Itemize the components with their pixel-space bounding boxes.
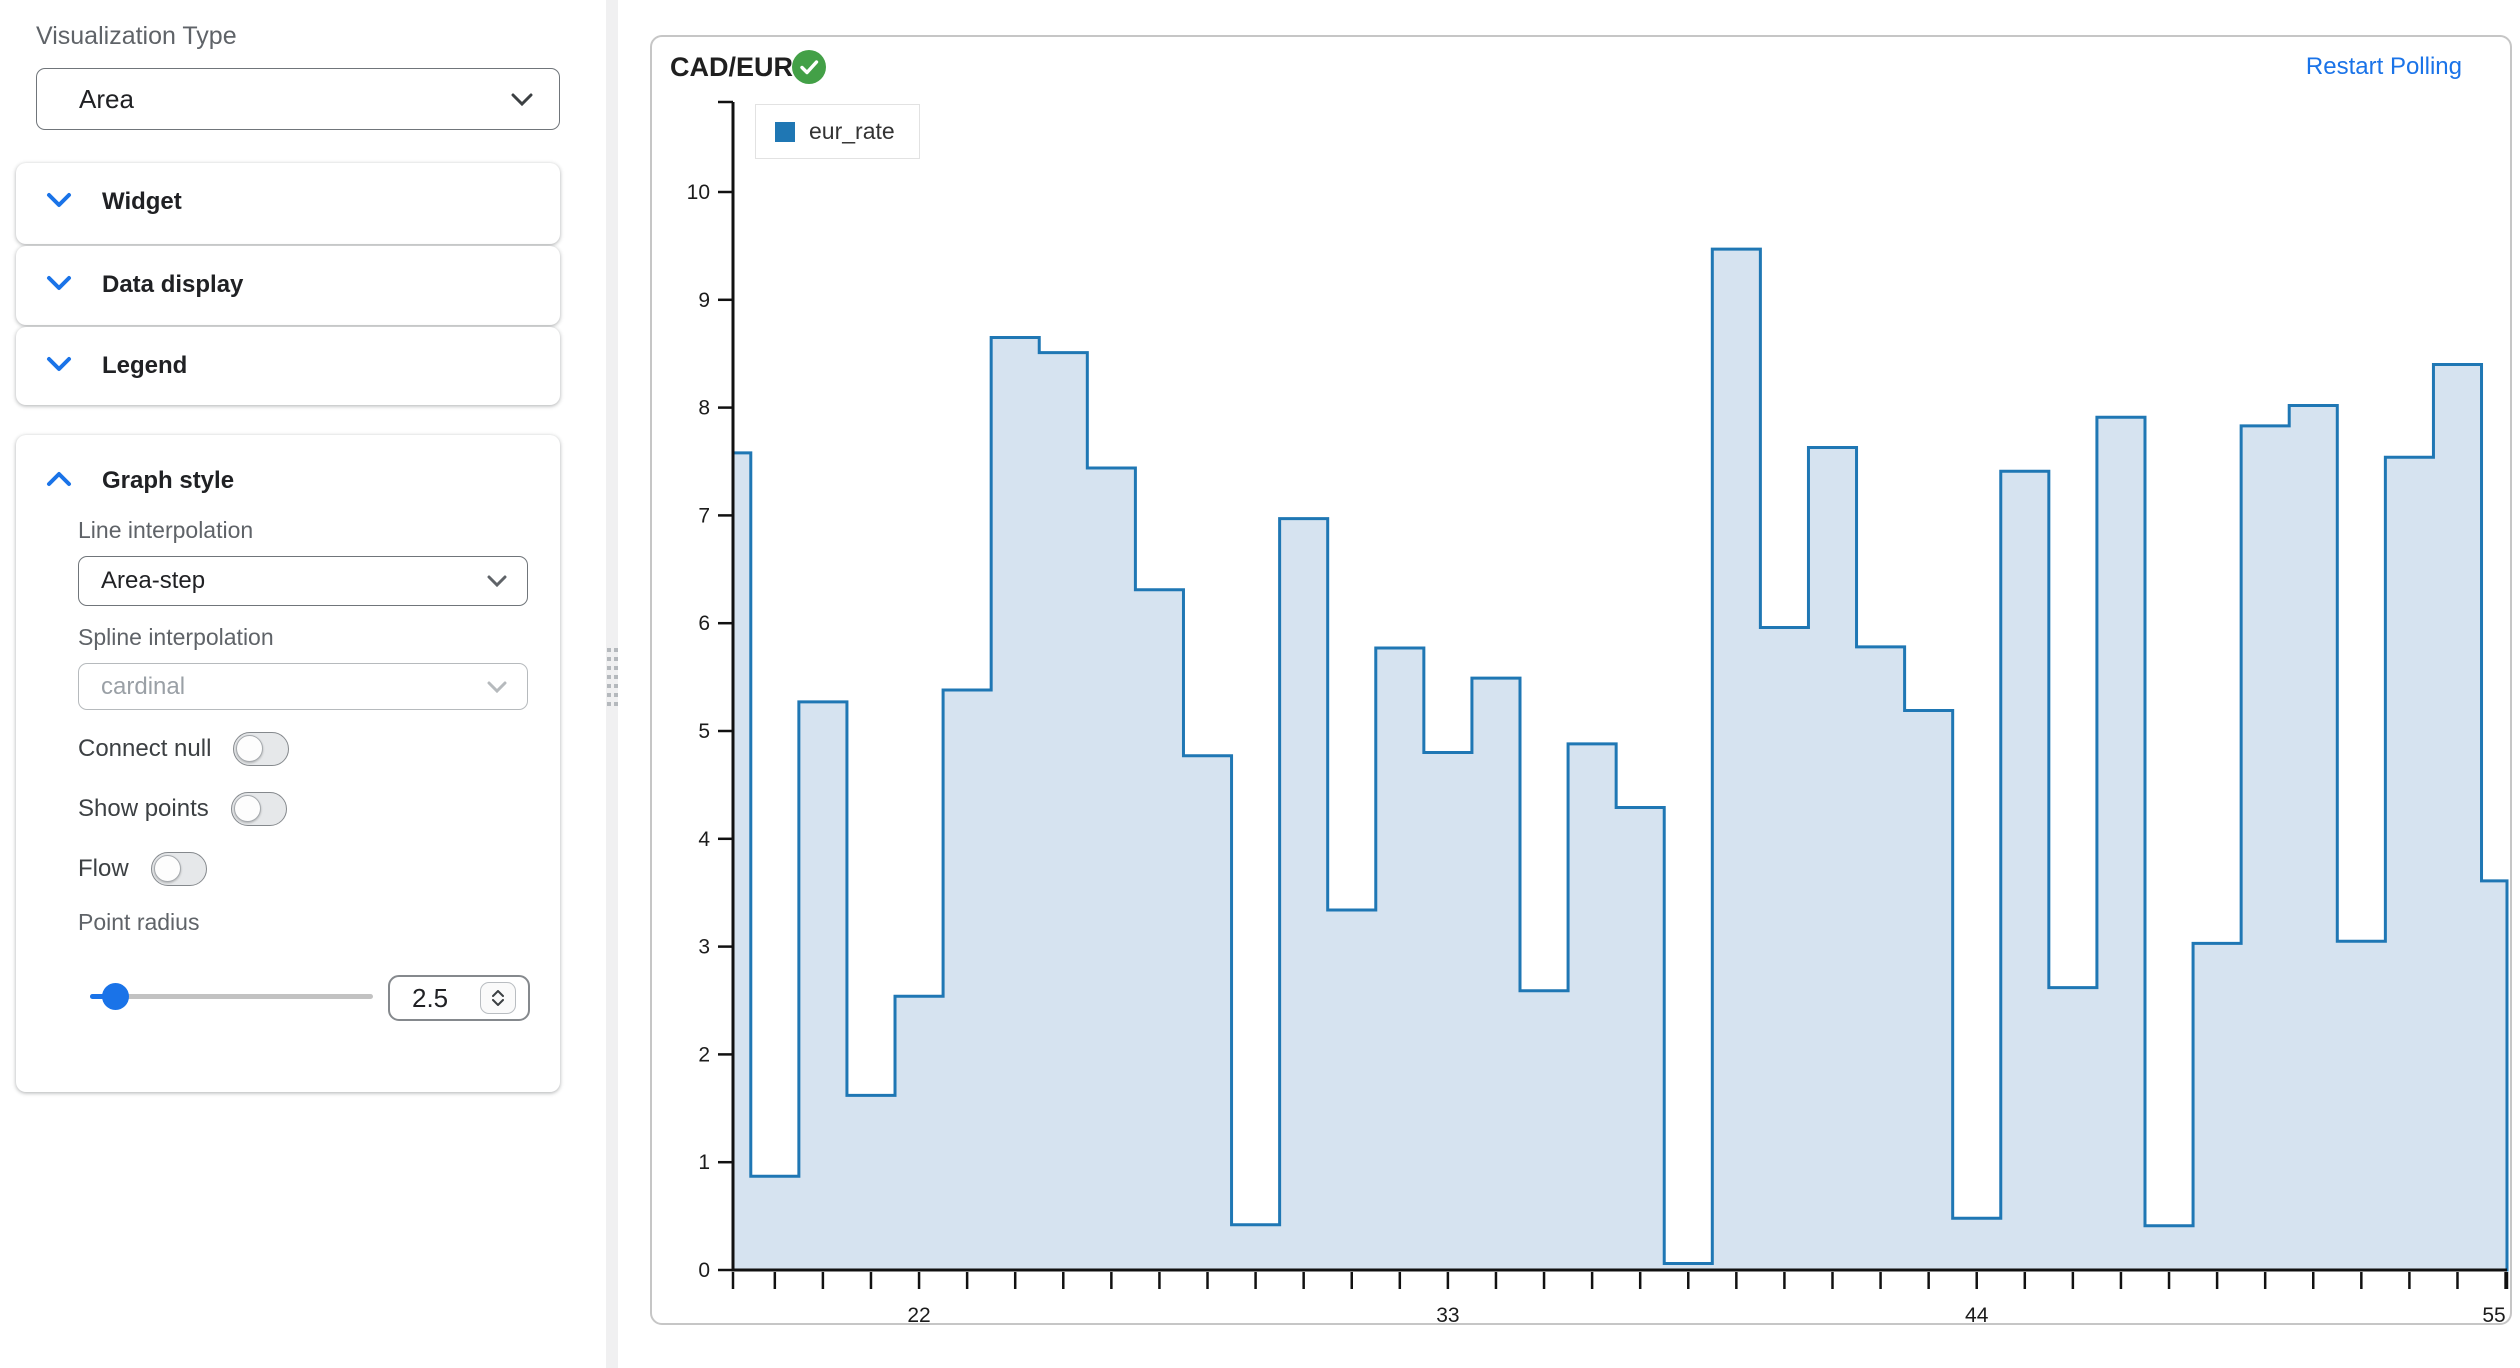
spline-interpolation-select[interactable]: cardinal [78, 663, 528, 710]
section-label: Legend [102, 352, 188, 379]
chart-title: CAD/EUR [670, 52, 794, 82]
section-label: Graph style [102, 467, 235, 494]
chevron-down-icon [511, 93, 533, 106]
chevron-up-icon [46, 471, 72, 492]
visualization-type-select[interactable]: Area [36, 68, 560, 130]
svg-text:8: 8 [698, 397, 710, 420]
section-header-data-display[interactable]: Data display [16, 246, 560, 324]
chevron-down-icon [46, 192, 72, 213]
toggle-knob [153, 854, 181, 882]
section-legend: Legend [16, 327, 560, 405]
flow-label: Flow [78, 855, 129, 882]
svg-text:55: 55 [2482, 1304, 2505, 1323]
point-radius-input-wrap [388, 975, 530, 1021]
svg-text:7: 7 [698, 504, 710, 527]
check-circle-icon [792, 50, 826, 84]
svg-text:33: 33 [1436, 1304, 1459, 1323]
line-interpolation-select[interactable]: Area-step [78, 556, 528, 606]
toggle-knob [233, 794, 261, 822]
panel-resizer-rail [606, 0, 618, 1368]
svg-text:22: 22 [907, 1304, 930, 1323]
svg-text:3: 3 [698, 936, 710, 959]
visualization-type-label: Visualization Type [36, 22, 237, 50]
settings-sidebar: Visualization Type Area Widget Data disp… [0, 0, 606, 1368]
point-radius-slider-handle[interactable] [102, 983, 129, 1010]
show-points-label: Show points [78, 795, 209, 822]
svg-text:2: 2 [698, 1043, 710, 1066]
chevron-down-icon [487, 681, 507, 693]
flow-row: Flow [78, 852, 207, 886]
connect-null-row: Connect null [78, 732, 290, 766]
chart-card: CAD/EUR Restart Polling 0 1 2 3 4 5 6 7 8 9 10 22 33… [650, 35, 2512, 1325]
area-step-chart[interactable]: 0 1 2 3 4 5 6 7 8 9 10 22 33 44 55 [652, 37, 2510, 1323]
svg-text:4: 4 [698, 828, 710, 851]
section-label: Widget [102, 188, 182, 215]
svg-text:0: 0 [698, 1259, 710, 1282]
svg-text:10: 10 [687, 181, 710, 204]
line-interpolation-value: Area-step [101, 567, 206, 594]
section-graph-style: Graph style [16, 435, 560, 1092]
section-header-legend[interactable]: Legend [16, 327, 560, 405]
chart-legend[interactable]: eur_rate [755, 104, 920, 159]
svg-text:1: 1 [698, 1151, 710, 1174]
number-stepper[interactable] [480, 982, 516, 1014]
chevron-down-icon [492, 999, 504, 1006]
section-header-widget[interactable]: Widget [16, 163, 560, 241]
drag-handle-icon[interactable] [607, 648, 618, 706]
point-radius-slider-track[interactable] [90, 994, 373, 999]
show-points-row: Show points [78, 792, 287, 826]
svg-text:5: 5 [698, 720, 710, 743]
point-radius-input[interactable] [412, 982, 472, 1014]
connect-null-label: Connect null [78, 735, 212, 762]
chevron-up-icon [492, 990, 504, 997]
visualization-type-value: Area [79, 83, 134, 114]
chevron-down-icon [46, 275, 72, 296]
legend-swatch-icon [775, 121, 795, 142]
section-label: Data display [102, 271, 244, 298]
flow-toggle[interactable] [150, 852, 207, 886]
restart-polling-link[interactable]: Restart Polling [2305, 53, 2462, 80]
chevron-down-icon [46, 356, 72, 377]
line-interpolation-label: Line interpolation [78, 517, 254, 543]
legend-series-name: eur_rate [809, 118, 895, 144]
section-data-display: Data display [16, 246, 560, 325]
svg-text:9: 9 [698, 289, 710, 312]
point-radius-label: Point radius [78, 909, 200, 935]
spline-interpolation-label: Spline interpolation [78, 624, 274, 650]
spline-interpolation-value: cardinal [101, 672, 186, 700]
section-widget: Widget [16, 163, 560, 244]
toggle-knob [236, 734, 264, 762]
connect-null-toggle[interactable] [233, 732, 290, 766]
show-points-toggle[interactable] [230, 792, 287, 826]
svg-text:6: 6 [698, 612, 710, 635]
svg-text:44: 44 [1965, 1304, 1989, 1323]
section-header-graph-style[interactable]: Graph style [16, 443, 560, 519]
chevron-down-icon [487, 575, 507, 587]
